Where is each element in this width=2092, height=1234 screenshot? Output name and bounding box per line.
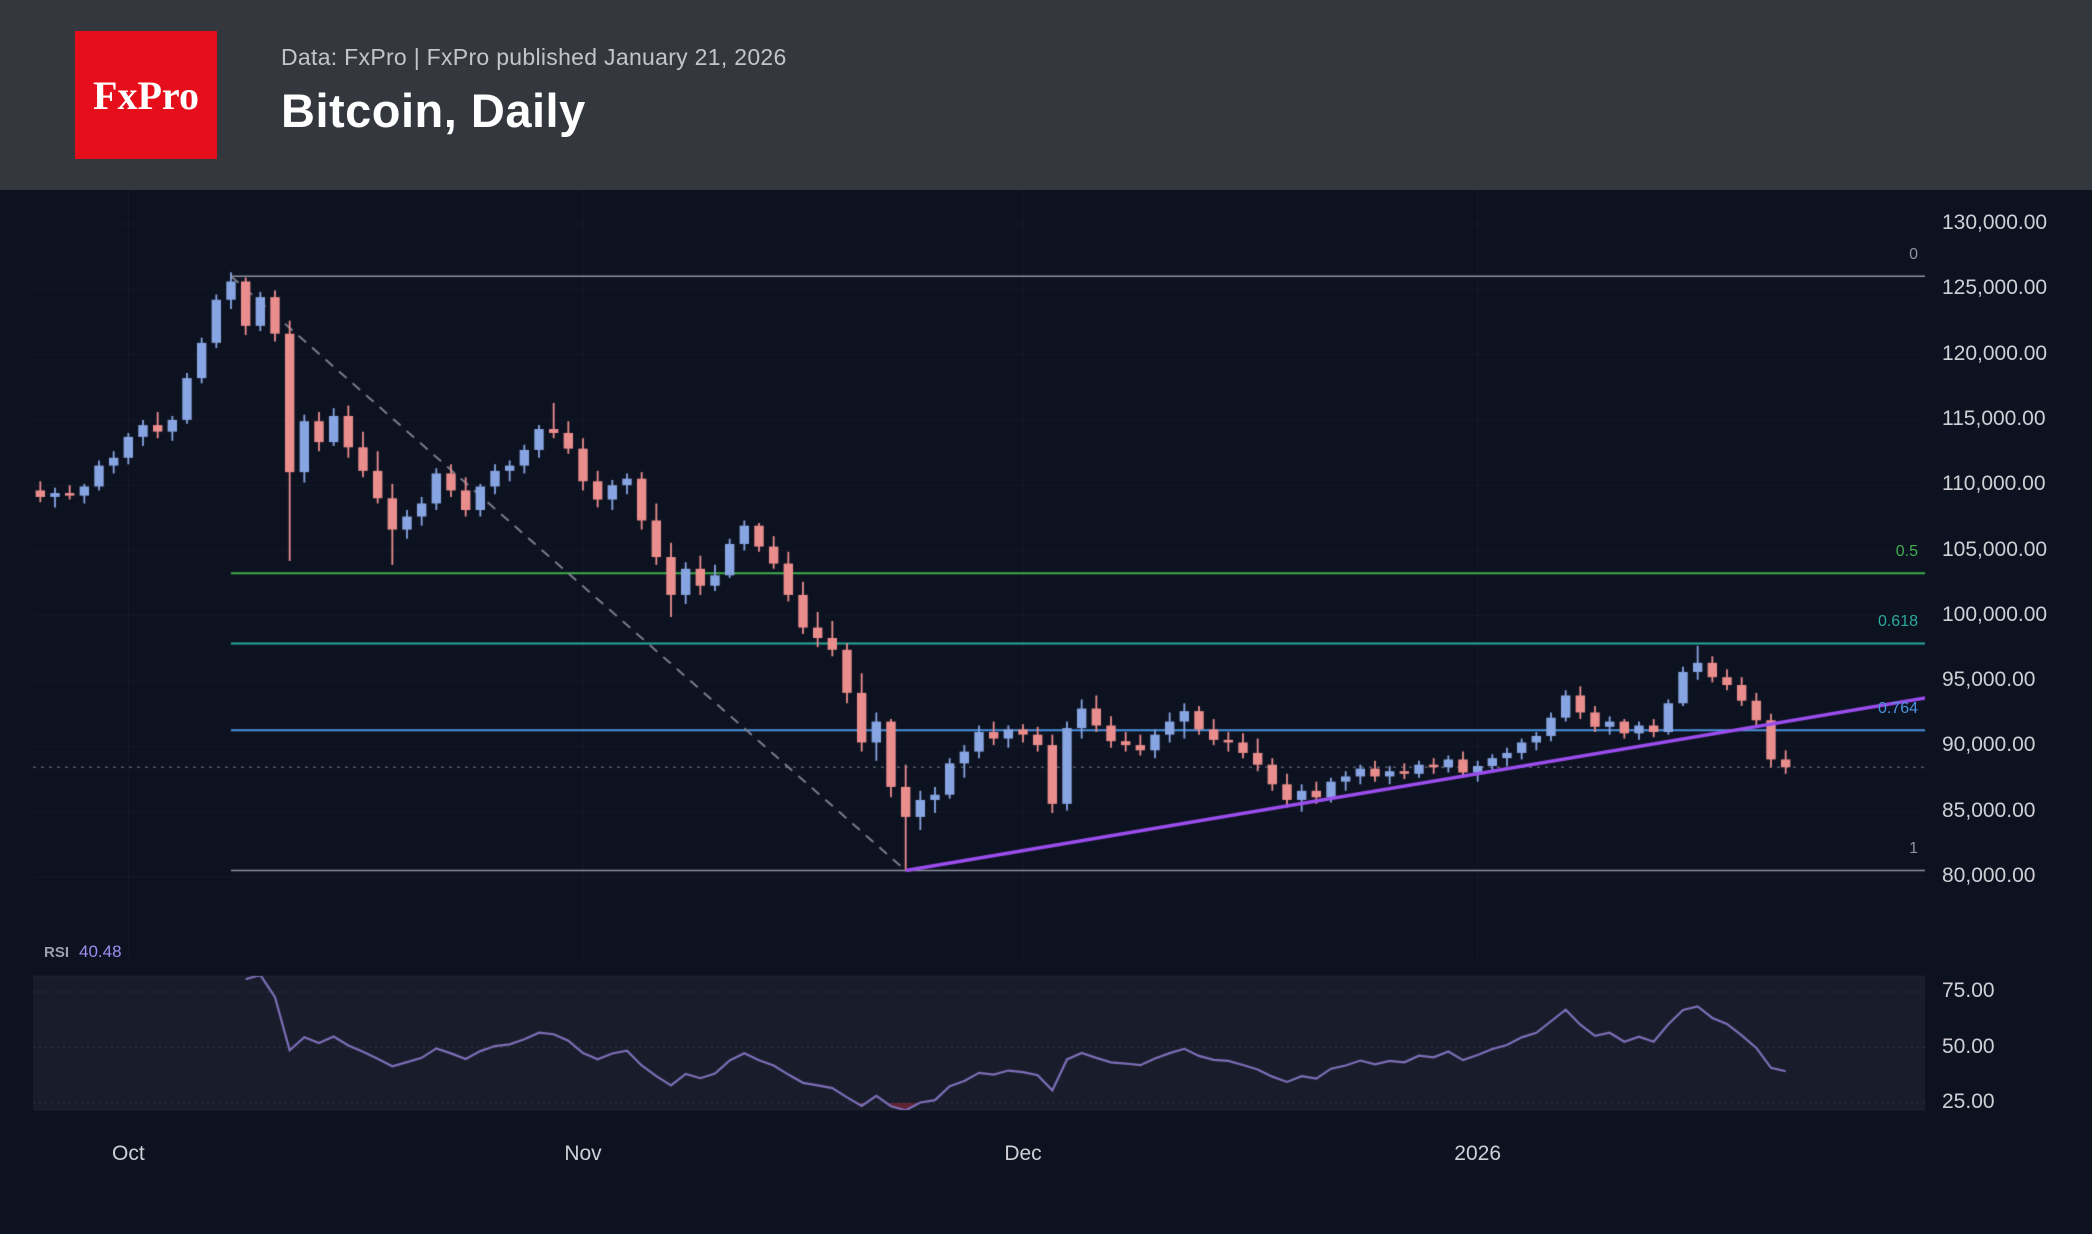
header-text: Data: FxPro | FxPro published January 21… (281, 44, 787, 138)
header: FxPro Data: FxPro | FxPro published Janu… (0, 0, 2092, 190)
rsi-value: 40.48 (79, 942, 122, 961)
fxpro-logo: FxPro (75, 31, 217, 159)
chart-title: Bitcoin, Daily (281, 84, 586, 137)
rsi-label: RSI (44, 944, 70, 961)
chart-source-meta: Data: FxPro | FxPro published January 21… (281, 44, 787, 70)
rsi-indicator-label: RSI 40.48 (44, 942, 122, 962)
candlestick-chart-canvas (0, 190, 2092, 1234)
chart-area: 130,000.00 125,000.00 120,000.00 115,000.00… (0, 190, 2092, 1234)
fxpro-logo-text: FxPro (93, 72, 199, 118)
